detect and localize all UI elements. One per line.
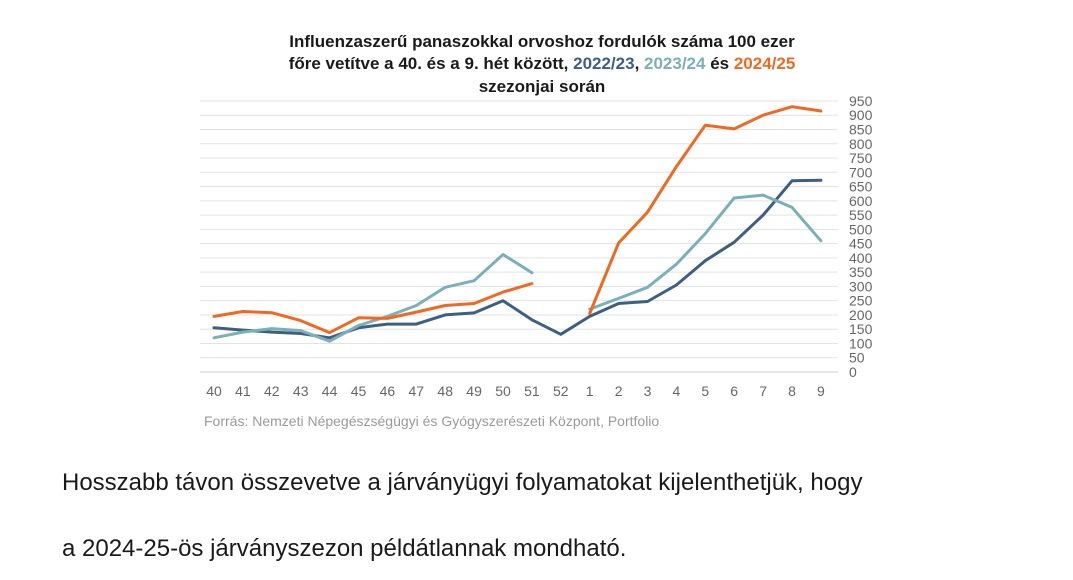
x-tick-label: 1: [586, 383, 594, 399]
y-tick-label: 650: [849, 179, 873, 195]
y-tick-label: 500: [849, 221, 873, 237]
series-line-2023-24: [212, 193, 823, 343]
x-tick-label: 51: [524, 383, 540, 399]
x-tick-label: 44: [322, 383, 338, 399]
y-tick-label: 0: [849, 364, 857, 380]
chart-title: Influenzaszerű panaszokkal orvoshoz ford…: [289, 32, 796, 96]
y-tick-label: 600: [849, 193, 873, 209]
x-tick-label: 3: [644, 383, 652, 399]
x-tick-label: 42: [264, 383, 280, 399]
x-tick-label: 7: [759, 383, 767, 399]
chart-title-line-1: Influenzaszerű panaszokkal orvoshoz ford…: [289, 32, 795, 51]
x-tick-label: 41: [235, 383, 251, 399]
y-tick-label: 800: [849, 136, 873, 152]
x-tick-label: 40: [206, 383, 222, 399]
x-tick-label: 43: [293, 383, 309, 399]
y-tick-label: 850: [849, 121, 873, 137]
y-tick-label: 100: [849, 335, 873, 351]
y-tick-label: 700: [849, 164, 873, 180]
y-tick-label: 200: [849, 307, 873, 323]
y-tick-label: 400: [849, 250, 873, 266]
x-tick-label: 46: [380, 383, 396, 399]
x-tick-label: 8: [788, 383, 796, 399]
chart-title-line-3: szezonjai során: [479, 77, 606, 96]
x-tick-label: 2: [615, 383, 623, 399]
y-tick-label: 550: [849, 207, 873, 223]
y-tick-label: 350: [849, 264, 873, 280]
y-tick-label: 300: [849, 278, 873, 294]
x-tick-label: 47: [409, 383, 425, 399]
y-tick-label: 750: [849, 150, 873, 166]
x-tick-label: 48: [437, 383, 453, 399]
y-tick-label: 950: [849, 93, 873, 109]
article-paragraph-line-1: Hosszabb távon összevetve a járványügyi …: [62, 469, 863, 496]
y-tick-label: 250: [849, 293, 873, 309]
x-tick-label: 5: [701, 383, 709, 399]
x-tick-label: 4: [673, 383, 681, 399]
y-tick-label: 50: [849, 350, 865, 366]
x-axis-ticks: 40 41 42 43 44 45 46 47 48 49 50 51 52 1 2 3 4 5 6 7 8 9: [206, 383, 825, 399]
x-tick-label: 45: [351, 383, 367, 399]
chart-title-line-2: főre vetítve a 40. és a 9. hét között, 2…: [289, 54, 796, 73]
x-tick-label: 52: [553, 383, 569, 399]
y-axis-ticks: 0501001502002503003504004505005506006507…: [849, 93, 873, 380]
y-tick-label: 150: [849, 321, 873, 337]
series-line-2024-25: [212, 105, 823, 335]
series-lines: [212, 105, 823, 343]
x-tick-label: 50: [495, 383, 511, 399]
line-chart: Influenzaszerű panaszokkal orvoshoz ford…: [200, 32, 873, 399]
article-paragraph-line-2: a 2024-25-ös járványszezon példátlannak …: [62, 535, 627, 562]
x-tick-label: 49: [466, 383, 482, 399]
y-tick-label: 450: [849, 236, 873, 252]
x-tick-label: 6: [730, 383, 738, 399]
source-note: Forrás: Nemzeti Népegészségügyi és Gyógy…: [204, 413, 660, 429]
y-tick-label: 900: [849, 107, 873, 123]
x-tick-label: 9: [817, 383, 825, 399]
